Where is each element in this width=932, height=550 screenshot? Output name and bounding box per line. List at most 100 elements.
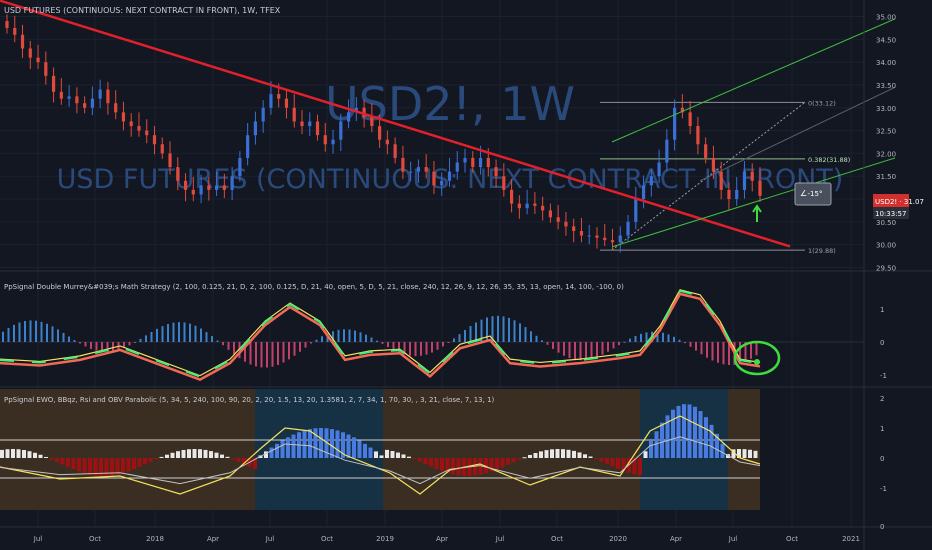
ewo-bar xyxy=(275,443,279,458)
ewo-bar xyxy=(489,458,494,472)
histogram-bar xyxy=(656,331,659,342)
ewo-secondary-line xyxy=(0,436,761,485)
histogram-bar xyxy=(744,342,747,362)
ewo-bar xyxy=(456,458,461,476)
ewo-bar xyxy=(583,454,587,458)
histogram-bar xyxy=(271,342,274,367)
ewo-bar xyxy=(484,458,488,474)
ewo-bar xyxy=(236,458,241,462)
ewo-bar xyxy=(748,449,752,458)
candle-body xyxy=(564,221,568,227)
histogram-bar xyxy=(491,316,494,342)
ewo-bar xyxy=(132,458,136,470)
channel-upper-line xyxy=(611,18,896,143)
panel1-tick-label: 0 xyxy=(880,339,884,347)
panel1-tick-label: -1 xyxy=(880,372,887,380)
candle-body xyxy=(711,157,716,172)
ewo-bar xyxy=(126,458,131,472)
ewo-bar xyxy=(165,454,169,458)
ewo-bar xyxy=(561,449,565,458)
ewo-bar xyxy=(715,433,719,458)
histogram-bar xyxy=(530,331,532,342)
ewo-bar xyxy=(418,458,422,462)
candle-body xyxy=(269,94,273,108)
histogram-bar xyxy=(376,340,378,342)
candle-body xyxy=(502,176,506,190)
ewo-bar xyxy=(555,449,560,458)
histogram-bar xyxy=(563,342,565,356)
annotation-circle xyxy=(733,340,781,376)
histogram-bar xyxy=(310,342,312,344)
ewo-bar xyxy=(269,447,274,458)
candle-body xyxy=(284,98,289,108)
candle-body xyxy=(98,89,102,99)
ewo-bar xyxy=(588,456,593,458)
histogram-bar xyxy=(750,342,752,359)
histogram-bar xyxy=(568,342,571,359)
time-axis[interactable]: Jul Oct 2018 Apr Jul Oct 2019 Apr Jul Oct 2020 Apr J… xyxy=(33,535,860,543)
histogram-bar xyxy=(662,332,664,342)
ewo-bar xyxy=(5,449,10,458)
candle-body xyxy=(323,135,327,145)
candle-body xyxy=(393,144,397,158)
histogram-bar xyxy=(293,342,296,356)
ewo-bar xyxy=(291,434,296,458)
candle-body xyxy=(735,189,739,200)
ewo-bar xyxy=(671,409,675,458)
histogram-bar xyxy=(596,342,598,358)
candle-body xyxy=(292,107,296,122)
candle-body xyxy=(579,230,584,236)
red-trendline xyxy=(0,0,791,248)
histogram-bar xyxy=(590,342,593,359)
histogram-bar xyxy=(447,342,450,343)
histogram-bar xyxy=(90,342,92,349)
histogram-bar xyxy=(717,342,719,363)
candle-body xyxy=(455,162,459,172)
candle-body xyxy=(168,153,172,168)
candle-body xyxy=(416,167,421,172)
ewo-bar xyxy=(104,458,109,476)
histogram-bar xyxy=(95,342,98,351)
panel2-zone xyxy=(0,389,255,510)
histogram-bar xyxy=(189,323,191,342)
price-tick-label: 34.00 xyxy=(876,59,896,67)
ewo-bar xyxy=(687,404,692,458)
price-tick-label: 35.00 xyxy=(876,14,896,22)
histogram-bar xyxy=(453,338,455,342)
candle-body xyxy=(238,157,242,177)
ewo-bar xyxy=(682,404,686,458)
candle-body xyxy=(183,180,188,190)
ewo-bar xyxy=(742,449,747,458)
histogram-bar xyxy=(722,342,725,365)
histogram-bar xyxy=(18,322,21,342)
ewo-bar xyxy=(401,454,406,458)
histogram-bar xyxy=(255,342,257,367)
ewo-bar xyxy=(192,449,197,458)
candle-body xyxy=(378,126,382,140)
candle-body xyxy=(300,121,304,127)
countdown-tag xyxy=(873,207,909,219)
histogram-bar xyxy=(46,323,48,342)
time-tick-label: Jul xyxy=(728,535,738,543)
candle-body xyxy=(541,205,545,211)
ewo-bar xyxy=(753,450,758,458)
panel2-tick-label: 1 xyxy=(880,425,884,433)
candle-body xyxy=(67,96,71,99)
ewo-bar xyxy=(451,458,455,475)
ewo-bar xyxy=(506,458,510,465)
histogram-bar xyxy=(728,342,730,365)
ewo-bar xyxy=(434,458,439,469)
histogram-bar xyxy=(299,342,301,352)
ewo-bar xyxy=(66,458,70,467)
time-tick-label: Apr xyxy=(436,535,448,543)
candle-body xyxy=(59,91,63,99)
time-tick-label: 2019 xyxy=(376,535,394,543)
candle-body xyxy=(587,235,591,237)
histogram-bar xyxy=(634,335,637,342)
ewo-bar xyxy=(225,456,230,458)
histogram-bar xyxy=(348,329,351,342)
candle-body xyxy=(548,210,553,218)
histogram-bar xyxy=(392,342,395,351)
histogram-bar xyxy=(585,342,587,360)
